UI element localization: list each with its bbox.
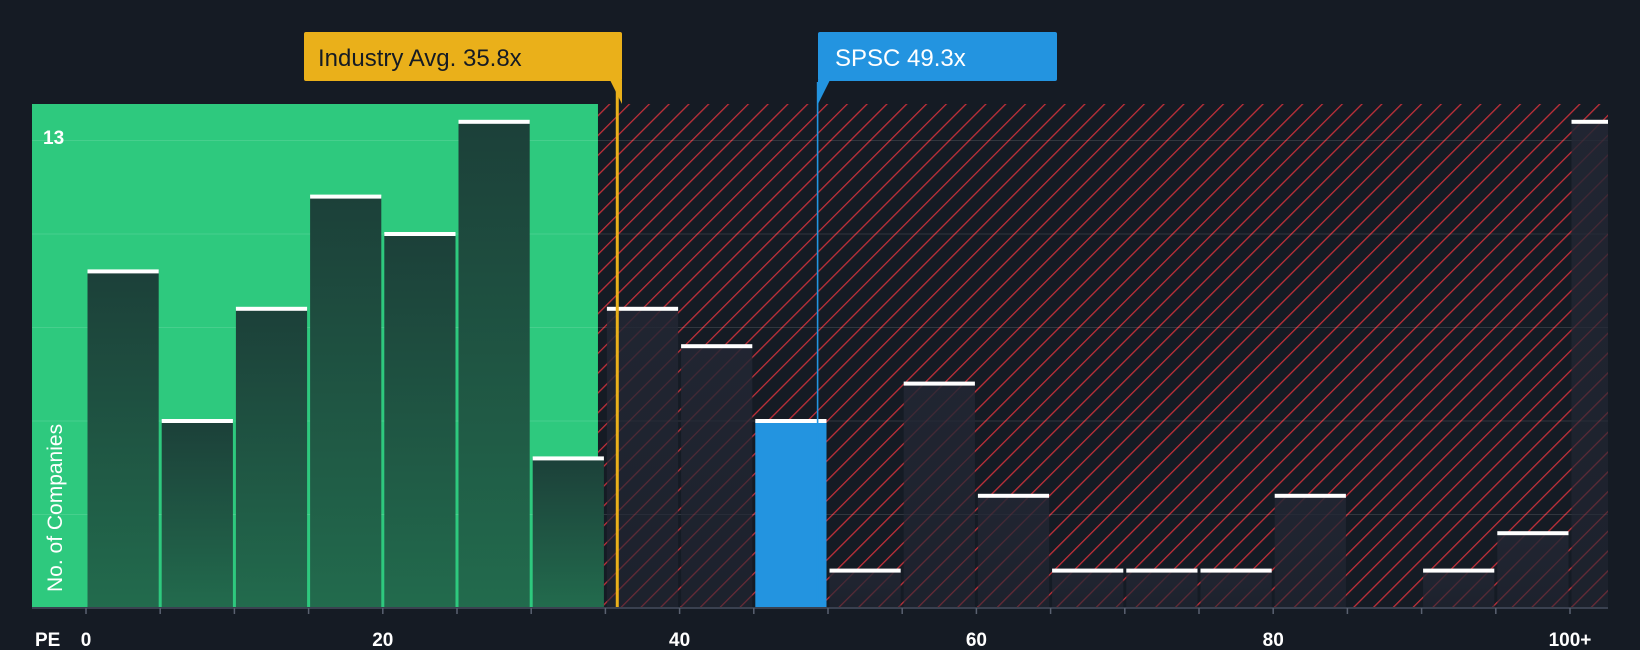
y-axis-max-label: 13 [43, 128, 64, 149]
histogram-bar [87, 269, 159, 608]
bar-cap [606, 306, 679, 311]
industry-avg-box [304, 32, 622, 81]
x-axis-title: PE [35, 630, 60, 650]
bar-body [829, 570, 901, 608]
bar-body [458, 121, 530, 609]
company-pe-box [818, 32, 1057, 81]
histogram-bar [310, 194, 382, 608]
bar-cap [1571, 119, 1608, 124]
bar-cap [1497, 531, 1569, 536]
histogram-bar [458, 119, 530, 609]
x-tick-label: 20 [372, 630, 393, 650]
histogram-bar [161, 419, 233, 608]
bar-cap [161, 419, 233, 423]
bar-cap [903, 381, 975, 386]
bar-body [1571, 121, 1608, 609]
bar-body [532, 458, 604, 608]
histogram-bar [1200, 568, 1272, 608]
bar-body [310, 196, 382, 608]
x-tick-label: 60 [966, 630, 987, 650]
bar-cap [977, 493, 1050, 498]
bar-cap [532, 456, 604, 461]
bar-cap [755, 419, 827, 423]
histogram-bar [1571, 119, 1608, 609]
histogram-bar [1423, 568, 1495, 608]
bar-body [1423, 570, 1495, 608]
bar-body [1274, 495, 1346, 608]
histogram-bar [532, 456, 604, 608]
bar-cap [1126, 568, 1198, 573]
industry-avg-callout: Industry Avg. 35.8x [304, 32, 622, 104]
company-pe-callout: SPSC 49.3x [818, 32, 1057, 104]
industry-avg-label: Industry Avg. 35.8x [318, 45, 522, 72]
bar-body [161, 421, 233, 608]
histogram-bar [681, 344, 753, 608]
bar-body [1126, 570, 1198, 608]
histogram-bar [903, 381, 975, 608]
histogram-bar [829, 568, 901, 608]
histogram-bar [235, 306, 308, 608]
bar-body [1052, 570, 1124, 608]
bar-body [87, 271, 159, 608]
x-tick-label: 0 [81, 630, 92, 650]
bar-cap [87, 269, 159, 274]
bar-body [903, 383, 975, 608]
histogram-bar [977, 493, 1050, 608]
bar-cap [1200, 568, 1272, 573]
bar-cap [829, 568, 901, 573]
bar-cap [681, 344, 753, 349]
bar-body [384, 234, 456, 608]
histogram-bar [1052, 568, 1124, 608]
y-axis-title: No. of Companies [44, 424, 67, 592]
bar-cap [1274, 493, 1346, 498]
x-tick-label: 80 [1263, 630, 1284, 650]
bar-cap [1423, 568, 1495, 573]
bar-body [1497, 533, 1569, 608]
bar-body [1200, 570, 1272, 608]
company-pe-label: SPSC 49.3x [835, 45, 966, 72]
histogram-bar [1497, 531, 1569, 608]
bar-body [977, 495, 1050, 608]
industry-avg-pointer [610, 80, 622, 104]
bar-cap [310, 194, 382, 199]
bar-cap [235, 306, 308, 311]
histogram-bar [755, 419, 827, 608]
bar-body [755, 421, 827, 608]
x-tick-label: 100+ [1549, 630, 1592, 650]
bar-cap [1052, 568, 1124, 573]
histogram-bar [1274, 493, 1346, 608]
bar-body [681, 346, 753, 608]
x-tick-label: 40 [669, 630, 690, 650]
bar-cap [458, 119, 530, 124]
histogram-bar [384, 232, 456, 608]
company-pe-pointer [818, 80, 830, 104]
bar-body [235, 308, 308, 608]
histogram-bar [1126, 568, 1198, 608]
bar-cap [384, 232, 456, 236]
